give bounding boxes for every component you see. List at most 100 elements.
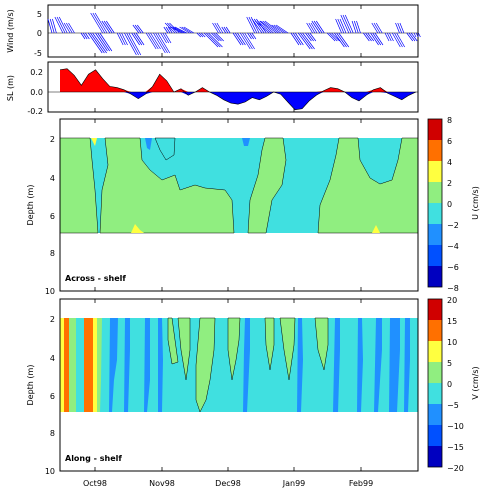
wind-stick [214, 22, 222, 34]
wind-stick [52, 18, 57, 34]
x-tick-label: Jan99 [282, 479, 306, 488]
x-tick-label: Feb99 [349, 479, 373, 488]
along-region [144, 318, 150, 412]
wind-stick [254, 20, 270, 34]
wind-stick [290, 32, 300, 46]
wind-stick [85, 32, 90, 40]
wind-stick [340, 14, 350, 34]
colorbar-segment [428, 341, 442, 362]
along-region [84, 318, 93, 412]
wind-stick [239, 32, 251, 50]
along-panel-label: Along - shelf [65, 454, 122, 463]
sea-level-negative-area [60, 92, 416, 110]
colorbar-segment [428, 320, 442, 341]
wind-stick [68, 22, 75, 34]
across-panel-label: Across - shelf [65, 274, 126, 283]
along-region [97, 318, 102, 412]
wind-stick [63, 22, 71, 34]
wind-stick [174, 26, 187, 34]
wind-stick [306, 22, 313, 34]
wind-stick [259, 20, 274, 34]
wind-stick [365, 32, 372, 42]
colorbar-tick: 20 [447, 296, 457, 305]
wind-stick [80, 32, 86, 40]
colorbar-tick: −6 [447, 263, 459, 272]
wind-panel: 5 0 -5 Wind (m/s) [6, 4, 421, 58]
wind-stick [172, 26, 185, 34]
wind-stick [311, 20, 321, 34]
wind-stick [370, 32, 379, 46]
wind-stick [248, 16, 258, 34]
sea-level-ylabel: SL (m) [6, 75, 15, 101]
wind-stick [148, 32, 159, 50]
wind-stick [164, 32, 172, 44]
sea-level-ytick: 0.2 [30, 68, 43, 77]
wind-stick [262, 20, 279, 34]
along-ytick: 4 [50, 354, 55, 363]
sea-level-frame [47, 61, 419, 113]
wind-stick [309, 32, 317, 42]
wind-stick [92, 32, 107, 54]
wind-stick [372, 32, 382, 46]
wind-stick [92, 12, 106, 34]
wind-stick [251, 18, 263, 34]
wind-stick [410, 32, 418, 42]
colorbar-tick: −5 [447, 401, 459, 410]
wind-stick [391, 32, 401, 48]
colorbar-tick: 15 [447, 317, 457, 326]
along-shelf-panel: Along - shelf 2 4 6 8 10 Depth (m) Oct98… [26, 296, 480, 488]
wind-stick [260, 20, 277, 34]
colorbar-segment [428, 119, 442, 140]
along-region [227, 317, 241, 381]
wind-stick [408, 32, 416, 42]
wind-stick [251, 32, 257, 40]
sea-level-line [59, 68, 417, 111]
wind-stick [338, 32, 350, 48]
colorbar-tick: −10 [447, 422, 464, 431]
wind-stick [106, 20, 115, 34]
wind-stick [181, 26, 192, 34]
wind-stick [170, 26, 183, 34]
colorbar-segment [428, 266, 442, 287]
along-region [158, 318, 163, 412]
wind-stick [128, 32, 142, 56]
along-region [264, 317, 275, 371]
wind-stick [165, 26, 171, 34]
along-region [64, 318, 69, 412]
colorbar-tick: −2 [447, 221, 459, 230]
wind-stick [135, 32, 145, 46]
wind-stick [374, 32, 384, 46]
wind-stick [87, 32, 103, 54]
wind-stick [119, 32, 126, 46]
wind-stick [58, 16, 68, 34]
wind-stick [395, 22, 400, 34]
wind-stick [326, 32, 336, 42]
wind-stick [418, 32, 421, 38]
wind-stick [396, 32, 405, 48]
wind-stick [121, 32, 128, 46]
colorbar-segment [428, 299, 442, 320]
colorbar-tick: 2 [447, 179, 452, 188]
wind-stick [133, 32, 143, 46]
wind-stick [315, 20, 325, 34]
wind-stick [247, 32, 252, 40]
along-region [333, 318, 340, 412]
along-region [279, 317, 296, 381]
wind-stick [134, 24, 142, 34]
wind-stick [300, 32, 313, 50]
wind-stick [389, 32, 394, 42]
across-ytick: 6 [50, 212, 55, 221]
wind-stick [164, 22, 176, 34]
sea-level-ytick: 0.0 [30, 88, 43, 97]
wind-stick [242, 32, 253, 50]
wind-stick [183, 26, 195, 34]
along-ytick: 2 [50, 315, 55, 324]
along-region [93, 318, 97, 412]
colorbar-frame [427, 298, 443, 468]
across-ytick: 2 [50, 135, 55, 144]
wind-stick [157, 32, 171, 54]
wind-ytick: -5 [34, 49, 42, 58]
wind-stick [375, 22, 383, 34]
wind-stick [249, 32, 254, 40]
wind-stick [200, 32, 206, 38]
